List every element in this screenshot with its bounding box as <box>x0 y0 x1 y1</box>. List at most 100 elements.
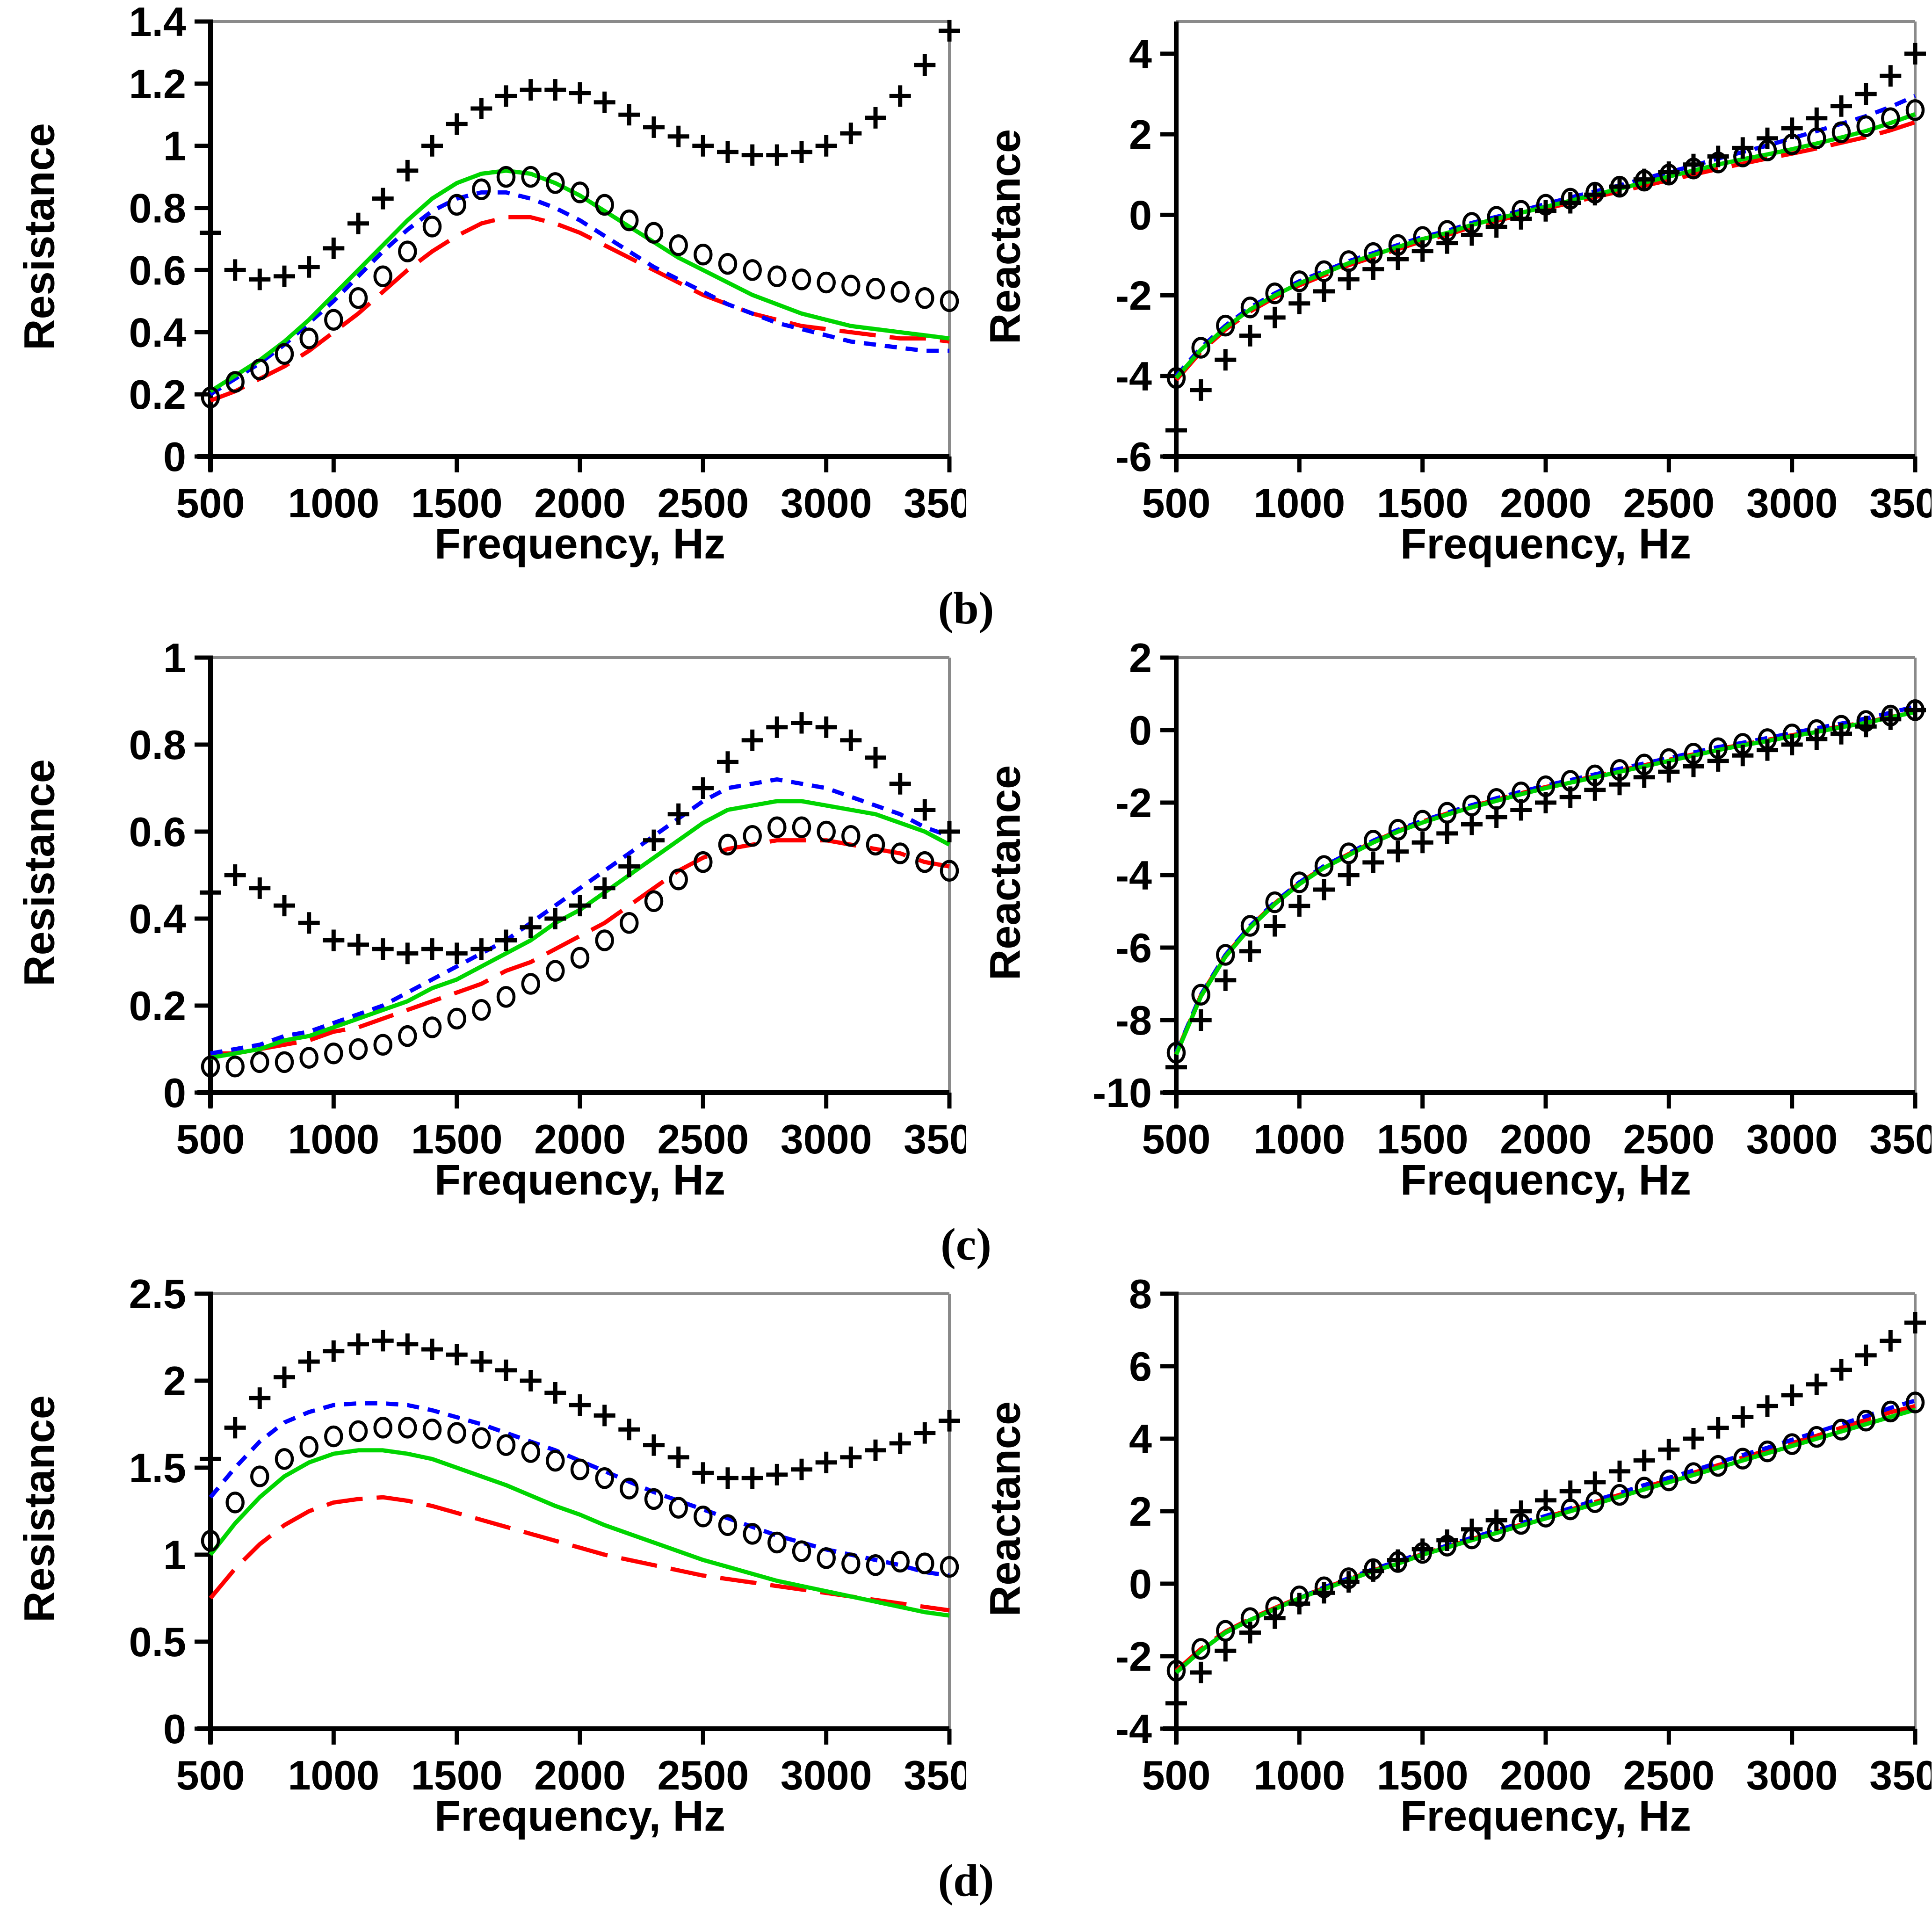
y-axis-ticks: -4 -2 0 2 4 6 8 <box>1115 1275 1179 1752</box>
x-tick-label: 3000 <box>781 1752 872 1798</box>
series-black-open-circle-markers <box>201 1417 959 1578</box>
x-tick-label: 3000 <box>1746 480 1838 526</box>
chart-d-reactance: -4 -2 0 2 4 6 8 500 1000 1500 2000 2500 3000 3500 Rea… <box>966 1275 1932 1855</box>
y-tick-label: 0.4 <box>129 896 186 942</box>
panel-label-b: (b) <box>938 583 994 634</box>
y-tick-label: 1 <box>163 639 186 681</box>
x-tick-label: 3000 <box>1746 1752 1838 1798</box>
series-red-long-dash-line <box>1174 710 1916 1055</box>
y-tick-label: 4 <box>1129 31 1152 77</box>
series-green-solid-line <box>1175 1407 1916 1674</box>
x-axis-title: Frequency, Hz <box>434 1792 725 1840</box>
y-tick-label: 0 <box>1129 707 1152 753</box>
y-tick-label: 0 <box>163 434 186 480</box>
series-black-plus-markers <box>200 20 960 290</box>
y-tick-label: -10 <box>1093 1070 1152 1116</box>
plot-border <box>1176 656 1917 1093</box>
y-tick-label: -4 <box>1115 1706 1152 1752</box>
y-tick-label: 2.5 <box>129 1275 186 1317</box>
series-blue-short-dash-line <box>1174 704 1916 1054</box>
y-axis-ticks: 0 0.2 0.4 0.6 0.8 1 1.2 1.4 <box>129 3 213 480</box>
plot-border <box>210 1292 951 1729</box>
y-tick-label: -6 <box>1115 434 1152 480</box>
y-tick-label: 0 <box>163 1070 186 1116</box>
y-axis-ticks: 0 0.2 0.4 0.6 0.8 1 <box>129 639 213 1116</box>
y-tick-label: 2 <box>1129 1488 1152 1535</box>
series-blue-short-dash-line <box>1174 94 1916 377</box>
y-axis-title: Reactance <box>981 129 1029 345</box>
y-tick-label: 1.5 <box>129 1445 186 1491</box>
x-axis-ticks: 500 1000 1500 2000 2500 3000 3500 <box>1142 456 1932 526</box>
y-tick-label: 1 <box>163 1532 186 1578</box>
chart-row-d: 00.511.522.5500100015002000250030003500 … <box>0 1275 1932 1855</box>
series-black-open-circle-markers <box>201 166 959 409</box>
x-tick-label: 500 <box>176 1116 245 1162</box>
x-tick-label: 1000 <box>288 1752 379 1798</box>
y-tick-label: 0.6 <box>129 809 186 855</box>
y-tick-label: 0 <box>163 1706 186 1752</box>
y-tick-label: 0.4 <box>129 309 186 355</box>
chart-d-reactance-svg: -4 -2 0 2 4 6 8 500 1000 1500 2000 2500 3000 3500 <box>1115 1275 1932 1798</box>
x-tick-label: 500 <box>176 480 245 526</box>
series-red-long-dash-line <box>210 215 950 403</box>
x-tick-label: 2000 <box>534 480 626 526</box>
y-axis-title: Reactance <box>981 765 1029 981</box>
y-tick-label: 4 <box>1129 1416 1152 1462</box>
series-blue-short-dash-line <box>1175 1398 1916 1674</box>
y-tick-label: 0.8 <box>129 185 186 232</box>
x-axis-title: Frequency, Hz <box>434 1156 725 1204</box>
x-axis-ticks: 500 1000 1500 2000 2500 3000 3500 <box>176 1729 966 1798</box>
x-tick-label: 2500 <box>1623 1116 1715 1162</box>
chart-c-resistance: 0 0.2 0.4 0.6 0.8 1 500 1000 1500 2000 2500 3000 350… <box>0 639 966 1219</box>
series-blue-short-dash-line <box>209 190 949 396</box>
chart-d-resistance: 00.511.522.5500100015002000250030003500 … <box>0 1275 966 1855</box>
x-tick-label: 3500 <box>904 480 966 526</box>
x-tick-label: 1000 <box>288 480 379 526</box>
x-tick-label: 2500 <box>1623 1752 1715 1798</box>
chart-b-resistance-svg: 0 0.2 0.4 0.6 0.8 1 1.2 1.4 500 1000 1500 2000 2500 3… <box>129 3 966 526</box>
y-tick-label: 0.2 <box>129 983 186 1029</box>
x-tick-label: 2000 <box>1500 1752 1592 1798</box>
series-green-solid-line <box>209 168 950 393</box>
x-tick-label: 1500 <box>1377 1116 1469 1162</box>
y-axis-ticks: -10 -8 -6 -4 -2 0 2 <box>1093 639 1179 1116</box>
plot-border <box>1176 20 1917 456</box>
series-red-long-dash-line <box>1174 120 1916 382</box>
y-tick-label: -2 <box>1115 1633 1152 1680</box>
y-tick-label: 0 <box>1129 1561 1152 1607</box>
x-tick-label: 2000 <box>534 1116 626 1162</box>
y-tick-label: -4 <box>1115 852 1152 898</box>
series-green-solid-line <box>1174 710 1916 1056</box>
x-tick-label: 500 <box>176 1752 245 1798</box>
x-tick-label: 2500 <box>657 1752 749 1798</box>
y-tick-label: 0.8 <box>129 722 186 768</box>
x-tick-label: 500 <box>1142 1752 1211 1798</box>
panel-label-c: (c) <box>941 1219 991 1270</box>
series-green-solid-line <box>209 1448 950 1618</box>
x-axis-ticks: 500 1000 1500 2000 2500 3000 3500 <box>176 1093 966 1162</box>
plot-border <box>1176 1292 1917 1729</box>
y-axis-title: Resistance <box>15 123 64 350</box>
series-black-open-circle-markers <box>201 816 959 1078</box>
x-axis-title: Frequency, Hz <box>1400 1792 1691 1840</box>
axes <box>197 22 949 471</box>
y-tick-label: 2 <box>1129 639 1152 681</box>
y-tick-label: -8 <box>1115 997 1152 1043</box>
y-axis-ticks: 0 0.5 1 1.5 2 2.5 <box>129 1275 213 1752</box>
axes <box>1163 658 1915 1108</box>
x-tick-label: 2000 <box>1500 480 1592 526</box>
y-axis-title: Resistance <box>15 759 64 986</box>
panel-label-d: (d) <box>938 1855 994 1906</box>
y-tick-label: -2 <box>1115 780 1152 826</box>
series-green-solid-line <box>210 799 951 1060</box>
series-black-open-circle-markers <box>1166 99 1925 389</box>
y-tick-label: 2 <box>163 1358 186 1404</box>
x-axis-ticks: 500 1000 1500 2000 2500 3000 3500 <box>1142 1093 1932 1162</box>
y-tick-label: 0.2 <box>129 371 186 418</box>
y-tick-label: 0.6 <box>129 247 186 293</box>
axes <box>197 1294 949 1744</box>
series-black-plus-markers <box>200 1330 960 1489</box>
plot-border <box>210 656 951 1093</box>
y-tick-label: -2 <box>1115 273 1152 319</box>
y-tick-label: -4 <box>1115 353 1152 399</box>
